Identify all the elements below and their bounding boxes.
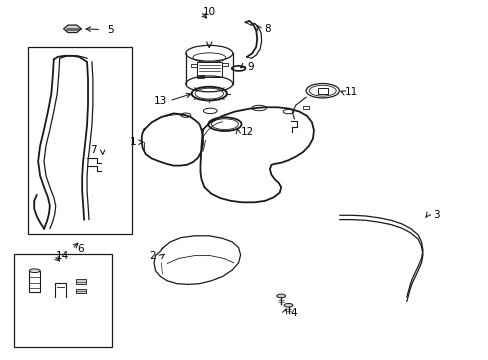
Text: 6: 6: [77, 244, 84, 254]
Text: 14: 14: [56, 251, 69, 261]
Text: 2: 2: [149, 251, 156, 261]
Text: 3: 3: [432, 210, 439, 220]
Bar: [197, 62, 221, 77]
Text: 8: 8: [264, 24, 271, 34]
Bar: [190, 64, 196, 67]
Text: 4: 4: [289, 308, 296, 318]
Polygon shape: [63, 25, 81, 32]
Text: 9: 9: [246, 62, 253, 72]
Text: 7: 7: [90, 145, 97, 156]
Text: 12: 12: [240, 127, 253, 138]
Bar: [76, 289, 85, 293]
Text: 11: 11: [344, 87, 357, 97]
Bar: [317, 88, 327, 94]
Bar: [197, 75, 204, 78]
Bar: [28, 47, 132, 234]
Ellipse shape: [284, 303, 292, 307]
Text: 13: 13: [153, 96, 167, 106]
Bar: [14, 254, 112, 347]
Text: 5: 5: [106, 24, 113, 35]
Bar: [303, 106, 308, 109]
Ellipse shape: [276, 294, 285, 298]
Bar: [76, 279, 85, 284]
Text: 10: 10: [203, 6, 215, 17]
Bar: [29, 271, 40, 292]
Ellipse shape: [29, 269, 40, 273]
Bar: [222, 63, 227, 66]
Text: 1: 1: [129, 137, 136, 147]
